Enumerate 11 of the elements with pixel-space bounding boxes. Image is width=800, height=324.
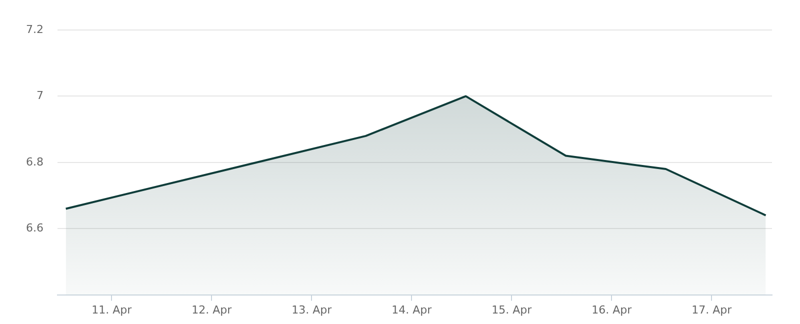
x-tick-label: 16. Apr — [592, 303, 632, 316]
y-tick-label: 6.6 — [26, 221, 44, 234]
x-tick-label: 14. Apr — [392, 303, 432, 316]
x-tick-label: 15. Apr — [492, 303, 532, 316]
x-tick-label: 17. Apr — [692, 303, 732, 316]
y-tick-label: 7 — [36, 89, 44, 102]
x-tick-label: 12. Apr — [192, 303, 232, 316]
y-tick-label: 6.8 — [26, 155, 44, 168]
x-tick-label: 13. Apr — [292, 303, 332, 316]
y-tick-label: 7.2 — [26, 22, 44, 36]
x-tick-label: 11. Apr — [92, 303, 132, 316]
